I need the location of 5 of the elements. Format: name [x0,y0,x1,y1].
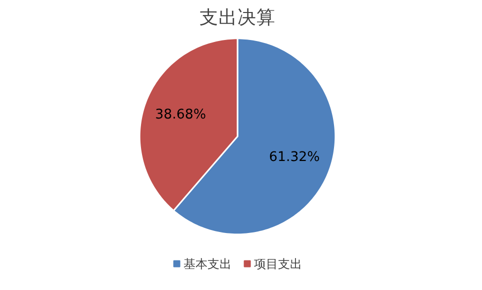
data-label: 38.68% [155,108,206,123]
data-label: 61.32% [269,150,320,166]
legend-label: 项目支出 [254,256,302,271]
chart-title: 支出决算 [200,8,276,28]
legend-label: 基本支出 [184,256,232,271]
